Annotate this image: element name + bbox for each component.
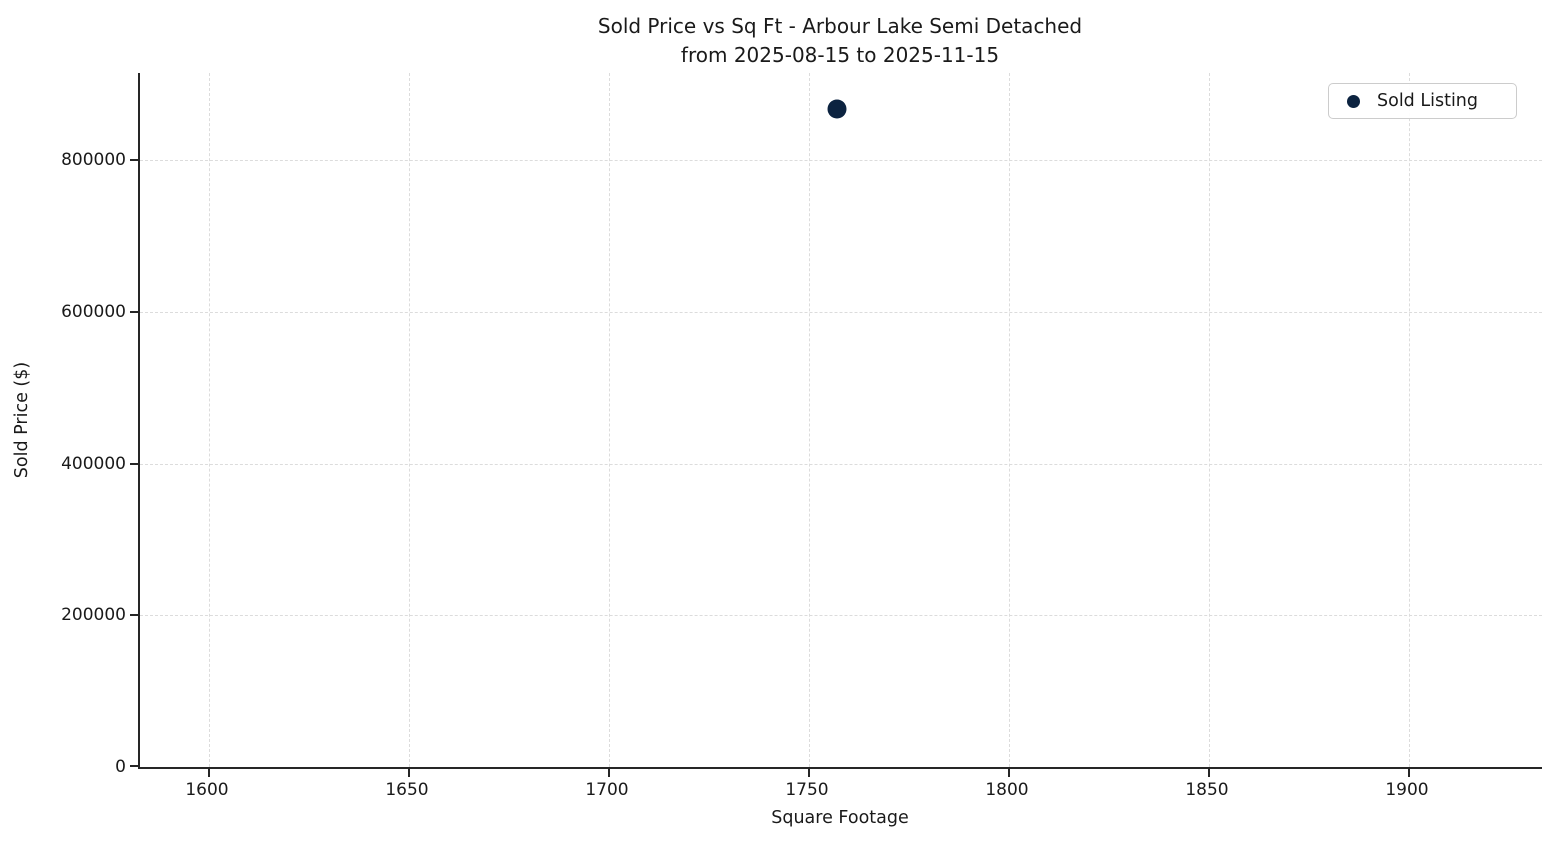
x-tick-mark-1600 [208,769,210,777]
x-tick-label: 1700 [585,780,629,800]
legend-label: Sold Listing [1377,91,1479,111]
y-tick-mark-0 [130,765,138,767]
x-tick-label: 1650 [385,780,429,800]
chart-title: Sold Price vs Sq Ft - Arbour Lake Semi D… [139,12,1541,70]
gridline-vertical-1700 [609,73,610,767]
x-tick-label: 1900 [1385,780,1429,800]
x-tick-mark-1850 [1208,769,1210,777]
x-tick-label: 1600 [185,780,229,800]
gridline-horizontal-200000 [140,615,1542,617]
y-tick-mark-200000 [130,614,138,616]
gridline-vertical-1650 [409,73,410,767]
y-tick-mark-800000 [130,159,138,161]
legend: Sold Listing [1328,83,1517,119]
x-tick-mark-1750 [808,769,810,777]
y-tick-label: 400000 [61,453,126,474]
x-axis-label: Square Footage [771,808,909,828]
gridline-vertical-1600 [209,73,210,767]
gridline-vertical-1900 [1409,73,1410,767]
chart-title-line1: Sold Price vs Sq Ft - Arbour Lake Semi D… [597,14,1083,38]
y-tick-mark-600000 [130,311,138,313]
gridline-vertical-1850 [1209,73,1210,767]
sold-listing-marker-icon [1347,94,1360,108]
gridline-horizontal-400000 [140,463,1542,465]
y-tick-mark-400000 [130,462,138,465]
y-tick-label: 800000 [61,150,126,170]
y-tick-label: 200000 [61,605,126,626]
x-tick-mark-1900 [1408,769,1410,777]
plot-area [130,73,1542,777]
data-point-sold-listing [827,99,847,119]
x-tick-label: 1800 [985,780,1029,800]
x-tick-mark-1800 [1008,769,1010,777]
y-tick-label: 0 [115,757,126,777]
x-tick-mark-1650 [408,769,410,777]
x-tick-label: 1850 [1185,780,1229,800]
gridline-vertical-1750 [809,73,810,767]
chart-title-line2: from 2025-08-15 to 2025-11-15 [680,43,1000,67]
gridline-vertical-1800 [1009,73,1010,767]
x-tick-label: 1750 [785,780,829,800]
y-tick-label: 600000 [61,301,126,322]
gridline-horizontal-600000 [140,311,1542,313]
gridline-horizontal-800000 [140,160,1542,161]
x-tick-mark-1700 [608,769,610,777]
